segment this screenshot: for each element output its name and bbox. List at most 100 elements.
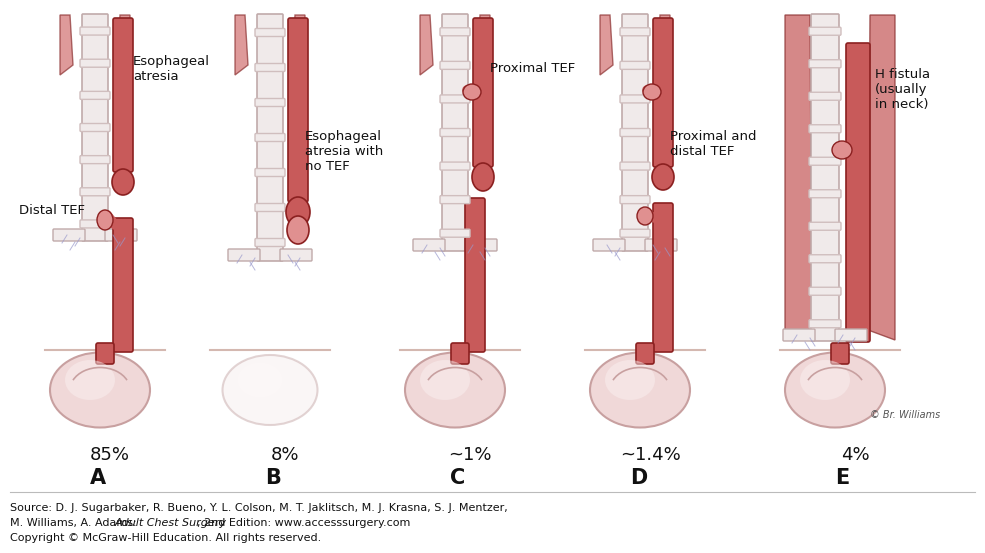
Polygon shape: [600, 15, 613, 75]
Text: 85%: 85%: [90, 446, 130, 464]
Ellipse shape: [50, 352, 150, 427]
FancyBboxPatch shape: [473, 18, 493, 167]
Text: A: A: [90, 468, 106, 488]
Ellipse shape: [605, 360, 655, 400]
Ellipse shape: [237, 363, 283, 398]
FancyBboxPatch shape: [255, 169, 285, 176]
FancyBboxPatch shape: [113, 18, 133, 172]
FancyBboxPatch shape: [620, 162, 650, 170]
FancyBboxPatch shape: [783, 329, 815, 341]
FancyBboxPatch shape: [80, 27, 110, 35]
FancyBboxPatch shape: [440, 162, 470, 170]
FancyBboxPatch shape: [653, 203, 673, 352]
Text: ~1.4%: ~1.4%: [620, 446, 681, 464]
Ellipse shape: [785, 352, 885, 427]
FancyBboxPatch shape: [440, 61, 470, 69]
Ellipse shape: [65, 360, 115, 400]
FancyBboxPatch shape: [80, 155, 110, 164]
FancyBboxPatch shape: [105, 229, 137, 241]
FancyBboxPatch shape: [413, 239, 445, 251]
Text: E: E: [835, 468, 849, 488]
Text: Distal TEF: Distal TEF: [19, 204, 85, 217]
Text: Proximal and
distal TEF: Proximal and distal TEF: [670, 130, 756, 158]
FancyBboxPatch shape: [593, 239, 625, 251]
Ellipse shape: [652, 164, 674, 190]
FancyBboxPatch shape: [113, 218, 133, 352]
FancyBboxPatch shape: [442, 14, 468, 251]
FancyBboxPatch shape: [465, 198, 485, 352]
Text: 4%: 4%: [840, 446, 870, 464]
Text: Esophageal
atresia: Esophageal atresia: [133, 55, 210, 83]
Polygon shape: [868, 15, 895, 340]
Ellipse shape: [420, 360, 470, 400]
FancyBboxPatch shape: [809, 255, 841, 263]
FancyBboxPatch shape: [53, 229, 85, 241]
FancyBboxPatch shape: [653, 18, 673, 167]
FancyBboxPatch shape: [465, 239, 497, 251]
Ellipse shape: [472, 163, 494, 191]
Text: © Br. Williams: © Br. Williams: [870, 410, 941, 420]
FancyBboxPatch shape: [257, 14, 283, 261]
FancyBboxPatch shape: [622, 14, 648, 251]
Ellipse shape: [832, 141, 852, 159]
Text: Copyright © McGraw-Hill Education. All rights reserved.: Copyright © McGraw-Hill Education. All r…: [10, 533, 321, 543]
FancyBboxPatch shape: [620, 128, 650, 137]
FancyBboxPatch shape: [255, 238, 285, 247]
Ellipse shape: [97, 210, 113, 230]
FancyBboxPatch shape: [809, 222, 841, 230]
FancyBboxPatch shape: [440, 196, 470, 204]
FancyBboxPatch shape: [440, 95, 470, 103]
FancyBboxPatch shape: [255, 29, 285, 36]
Polygon shape: [292, 15, 305, 75]
Polygon shape: [60, 15, 73, 75]
Text: 8%: 8%: [271, 446, 299, 464]
FancyBboxPatch shape: [80, 91, 110, 100]
Text: Adult Chest Surgery: Adult Chest Surgery: [115, 518, 227, 528]
Ellipse shape: [637, 207, 653, 225]
FancyBboxPatch shape: [280, 249, 312, 261]
Ellipse shape: [287, 216, 309, 244]
Polygon shape: [657, 15, 670, 75]
Text: ~1%: ~1%: [448, 446, 492, 464]
FancyBboxPatch shape: [620, 196, 650, 204]
Text: M. Williams, A. Adams:: M. Williams, A. Adams:: [10, 518, 140, 528]
FancyBboxPatch shape: [440, 28, 470, 36]
FancyBboxPatch shape: [620, 229, 650, 237]
Text: H fistula
(usually
in neck): H fistula (usually in neck): [875, 68, 930, 111]
Ellipse shape: [223, 355, 317, 425]
FancyBboxPatch shape: [620, 61, 650, 69]
FancyBboxPatch shape: [835, 329, 867, 341]
FancyBboxPatch shape: [636, 343, 654, 364]
FancyBboxPatch shape: [82, 14, 108, 241]
FancyBboxPatch shape: [809, 190, 841, 198]
FancyBboxPatch shape: [809, 320, 841, 328]
Text: B: B: [265, 468, 281, 488]
Polygon shape: [117, 15, 130, 75]
FancyBboxPatch shape: [831, 343, 849, 364]
FancyBboxPatch shape: [811, 14, 839, 341]
Ellipse shape: [112, 169, 134, 195]
FancyBboxPatch shape: [809, 157, 841, 165]
FancyBboxPatch shape: [255, 98, 285, 107]
FancyBboxPatch shape: [620, 28, 650, 36]
FancyBboxPatch shape: [809, 92, 841, 100]
FancyBboxPatch shape: [846, 43, 870, 342]
FancyBboxPatch shape: [440, 229, 470, 237]
Polygon shape: [235, 15, 248, 75]
Text: C: C: [450, 468, 465, 488]
Text: Source: D. J. Sugarbaker, R. Bueno, Y. L. Colson, M. T. Jaklitsch, M. J. Krasna,: Source: D. J. Sugarbaker, R. Bueno, Y. L…: [10, 503, 507, 513]
FancyBboxPatch shape: [809, 27, 841, 35]
FancyBboxPatch shape: [96, 343, 114, 364]
FancyBboxPatch shape: [809, 60, 841, 68]
FancyBboxPatch shape: [288, 18, 308, 202]
FancyBboxPatch shape: [228, 249, 260, 261]
Ellipse shape: [463, 84, 481, 100]
FancyBboxPatch shape: [620, 95, 650, 103]
Ellipse shape: [405, 352, 505, 427]
FancyBboxPatch shape: [451, 343, 469, 364]
FancyBboxPatch shape: [645, 239, 677, 251]
Ellipse shape: [643, 84, 661, 100]
FancyBboxPatch shape: [440, 128, 470, 137]
Ellipse shape: [590, 352, 690, 427]
FancyBboxPatch shape: [80, 123, 110, 132]
